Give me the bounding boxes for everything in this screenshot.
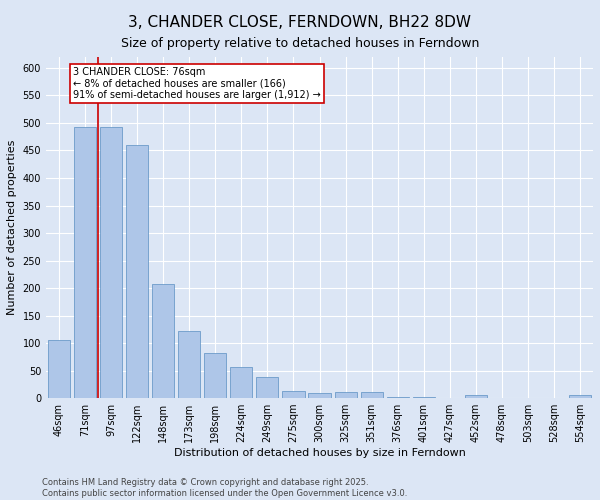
Bar [361,392,383,398]
Bar [100,127,122,398]
Text: Contains HM Land Registry data © Crown copyright and database right 2025.
Contai: Contains HM Land Registry data © Crown c… [42,478,407,498]
Bar [308,392,331,398]
Bar [48,340,70,398]
Bar [126,145,148,398]
Bar [569,396,591,398]
Bar [283,391,305,398]
Bar [413,397,435,398]
Bar [178,331,200,398]
Text: 3, CHANDER CLOSE, FERNDOWN, BH22 8DW: 3, CHANDER CLOSE, FERNDOWN, BH22 8DW [128,15,472,30]
Bar [335,392,356,398]
X-axis label: Distribution of detached houses by size in Ferndown: Distribution of detached houses by size … [173,448,466,458]
Bar [74,127,96,398]
Text: Size of property relative to detached houses in Ferndown: Size of property relative to detached ho… [121,38,479,51]
Y-axis label: Number of detached properties: Number of detached properties [7,140,17,315]
Bar [256,377,278,398]
Bar [386,397,409,398]
Bar [230,367,253,398]
Bar [204,353,226,398]
Bar [152,284,174,398]
Text: 3 CHANDER CLOSE: 76sqm
← 8% of detached houses are smaller (166)
91% of semi-det: 3 CHANDER CLOSE: 76sqm ← 8% of detached … [73,67,321,100]
Bar [465,396,487,398]
